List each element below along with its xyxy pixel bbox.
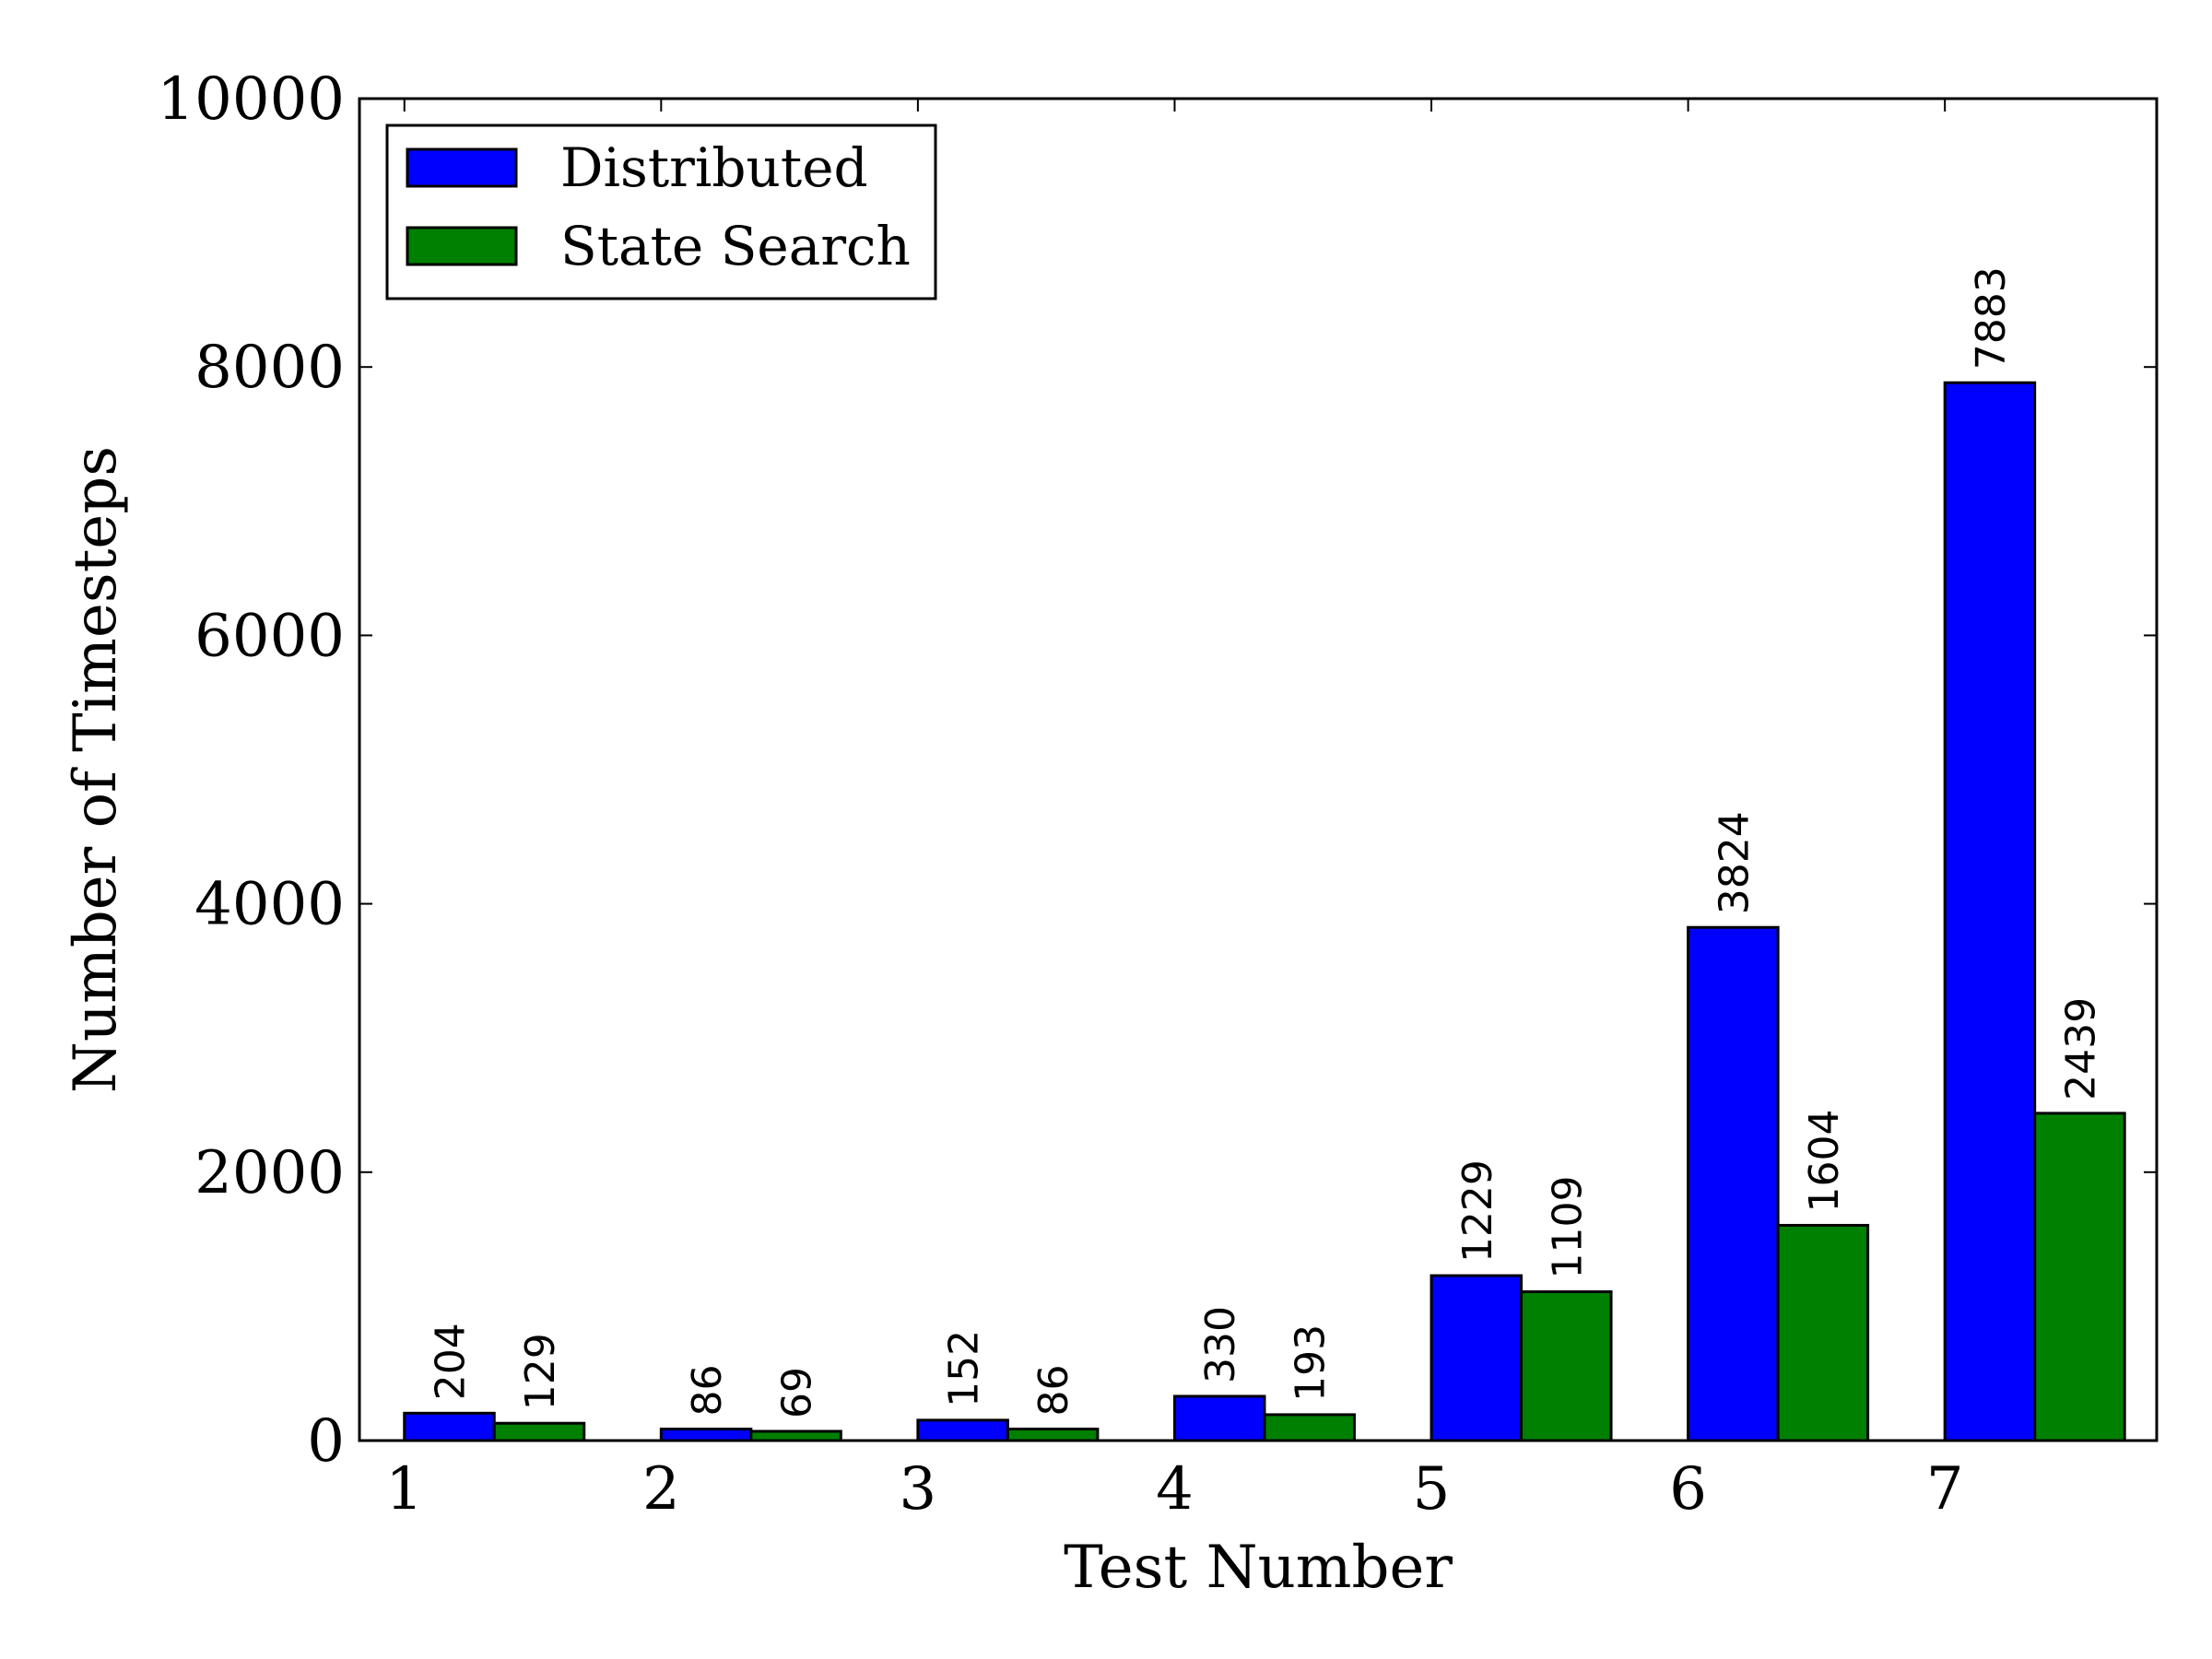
y-axis-title: Number of Timesteps [62,446,130,1093]
bar-state-search-test-3 [1006,1427,1100,1442]
data-label-distributed-test-4: 330 [1197,1306,1244,1383]
data-label-distributed-test-6: 3824 [1711,811,1758,914]
bar-state-search-test-5 [1520,1290,1613,1442]
bar-distributed-test-5 [1430,1274,1524,1442]
legend-swatch-distributed [406,147,518,188]
x-tick-label-1: 1 [385,1455,423,1524]
y-tick-label-0: 0 [307,1407,345,1476]
data-label-distributed-test-3: 152 [941,1330,988,1407]
y-tick-label-2000: 2000 [194,1139,345,1207]
data-label-state-search-test-5: 1109 [1544,1176,1591,1279]
plot-area-frame [358,97,2159,1442]
data-label-state-search-test-1: 129 [517,1333,564,1410]
data-label-distributed-test-7: 7883 [1968,266,2015,370]
bar-distributed-test-3 [916,1418,1009,1442]
x-axis-title: Test Number [1064,1534,1453,1602]
data-label-distributed-test-1: 204 [428,1323,475,1400]
bar-state-search-test-6 [1776,1223,1870,1442]
data-labels-layer: 204 86 152 330 1229 3824 7883 129 69 86 193 1109 160… [428,266,2105,1418]
y-tick-label-8000: 8000 [194,334,345,402]
x-tick-label-4: 4 [1156,1455,1194,1524]
bar-distributed-test-7 [1943,381,2037,1442]
data-label-state-search-test-7: 2439 [2057,997,2104,1100]
x-tick-label-7: 7 [1926,1455,1964,1524]
bar-distributed-test-2 [659,1427,753,1442]
data-label-state-search-test-2: 69 [774,1367,821,1418]
x-tick-label-5: 5 [1413,1455,1451,1524]
legend-label-state-search: State Search [560,215,911,277]
legend: Distributed State Search [385,124,937,300]
bar-state-search-test-2 [749,1430,842,1442]
bar-state-search-test-4 [1263,1413,1356,1442]
y-tick-label-4000: 4000 [194,871,345,939]
data-label-state-search-test-6: 1604 [1801,1109,1848,1212]
x-tick-label-2: 2 [642,1455,680,1524]
data-label-distributed-test-2: 86 [684,1364,731,1416]
legend-label-distributed: Distributed [560,136,868,199]
bars-layer [403,381,2126,1442]
bar-distributed-test-4 [1172,1394,1266,1442]
bar-state-search-test-1 [492,1421,586,1442]
x-tick-label-3: 3 [900,1455,937,1524]
bar-distributed-test-1 [403,1411,496,1442]
legend-swatch-state-search [406,226,518,266]
x-tick-label-6: 6 [1669,1455,1707,1524]
data-label-distributed-test-5: 1229 [1454,1159,1501,1263]
bar-distributed-test-6 [1687,925,1780,1442]
bar-state-search-test-7 [2033,1112,2126,1442]
data-label-state-search-test-4: 193 [1288,1324,1335,1402]
tick-labels-layer: 1 2 3 4 5 6 7 0 2000 4000 6000 8000 10000 [157,65,1963,1524]
data-label-state-search-test-3: 86 [1030,1364,1077,1416]
y-tick-label-10000: 10000 [157,65,345,134]
y-tick-label-6000: 6000 [194,602,345,670]
